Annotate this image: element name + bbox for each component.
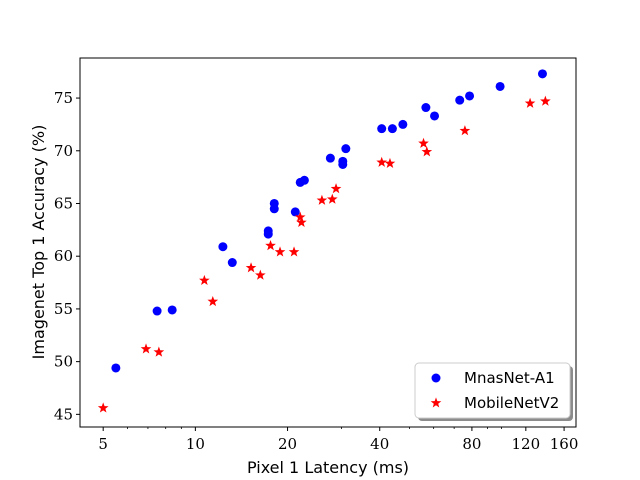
mnasnet-point bbox=[325, 153, 335, 163]
mobilenetv2-point bbox=[153, 346, 165, 357]
legend-label: MnasNet-A1 bbox=[464, 369, 555, 387]
mobilenetv2-point bbox=[245, 262, 257, 273]
y-tick-label: 65 bbox=[54, 194, 73, 212]
legend-entries: MnasNet-A1 MobileNetV2 bbox=[430, 369, 559, 412]
legend-marker-mobilenetv2 bbox=[430, 397, 442, 408]
points-layer bbox=[97, 69, 551, 413]
x-tick-label: 20 bbox=[278, 435, 297, 453]
y-tick-label: 55 bbox=[54, 300, 73, 318]
mnasnet-point bbox=[465, 91, 475, 101]
y-tick-label: 50 bbox=[54, 353, 73, 371]
mnasnet-point bbox=[341, 144, 351, 154]
mobilenetv2-point bbox=[459, 125, 471, 136]
mobilenetv2-point bbox=[294, 211, 306, 222]
mnasnet-point bbox=[269, 198, 279, 208]
mnasnet-point bbox=[421, 103, 431, 113]
mnasnet-point bbox=[167, 305, 177, 315]
mnasnet-point bbox=[263, 226, 273, 236]
mnasnet-point bbox=[398, 119, 408, 129]
x-tick-label: 120 bbox=[512, 435, 541, 453]
mobilenetv2-point bbox=[140, 343, 152, 354]
mobilenetv2-point bbox=[418, 137, 429, 148]
mobilenetv2-point bbox=[265, 240, 276, 251]
ticks-layer: 45 50 55 60 65 70 75 5 10 20 40 80 120 160 bbox=[54, 89, 578, 453]
mobilenetv2-point bbox=[199, 274, 210, 285]
x-tick-label: 80 bbox=[462, 435, 481, 453]
mobilenetv2-point bbox=[384, 157, 396, 168]
mobilenetv2-point bbox=[326, 193, 338, 204]
y-tick-label: 75 bbox=[54, 89, 73, 107]
mnasnet-point bbox=[290, 207, 300, 217]
mobilenetv2-point bbox=[255, 269, 266, 280]
mobilenetv2-point bbox=[274, 246, 286, 257]
mobilenetv2-point bbox=[207, 295, 219, 307]
mnasnet-point bbox=[537, 69, 547, 79]
legend-frame bbox=[414, 362, 571, 419]
mnasnet-point bbox=[455, 95, 465, 105]
mnasnet-point bbox=[111, 363, 121, 373]
mnasnet-point bbox=[338, 156, 348, 166]
legend-label: MobileNetV2 bbox=[464, 394, 559, 412]
mnasnet-point bbox=[227, 258, 237, 268]
mobilenetv2-point bbox=[296, 216, 307, 227]
mobilenetv2-point bbox=[524, 97, 536, 108]
mobilenetv2-point bbox=[288, 246, 300, 257]
legend: MnasNet-A1 MobileNetV2 bbox=[414, 362, 573, 421]
mobilenetv2-point bbox=[376, 156, 388, 167]
y-tick-label: 70 bbox=[54, 142, 73, 160]
mnasnet-point bbox=[495, 81, 505, 91]
x-tick-label: 40 bbox=[370, 435, 389, 453]
mobilenetv2-point bbox=[97, 402, 109, 413]
legend-marker-mnasnet bbox=[431, 373, 441, 383]
mnasnet-point bbox=[299, 175, 309, 185]
mnasnet-point bbox=[152, 306, 162, 316]
mobilenetv2-point bbox=[421, 146, 433, 157]
x-axis-label: Pixel 1 Latency (ms) bbox=[247, 458, 409, 477]
x-tick-label: 5 bbox=[98, 435, 108, 453]
mobilenetv2-point bbox=[540, 95, 551, 106]
mnasnet-point bbox=[218, 242, 228, 252]
y-tick-label: 60 bbox=[54, 247, 73, 265]
y-axis-label: Imagenet Top 1 Accuracy (%) bbox=[29, 125, 48, 360]
mobilenetv2-point bbox=[316, 194, 328, 205]
mnasnet-point bbox=[377, 124, 387, 134]
x-tick-label: 10 bbox=[186, 435, 205, 453]
mnasnet-point bbox=[387, 124, 397, 134]
mobilenetv2-point bbox=[330, 183, 342, 194]
x-tick-label: 160 bbox=[550, 435, 579, 453]
mnasnet-point bbox=[430, 111, 440, 121]
y-tick-label: 45 bbox=[54, 405, 73, 423]
